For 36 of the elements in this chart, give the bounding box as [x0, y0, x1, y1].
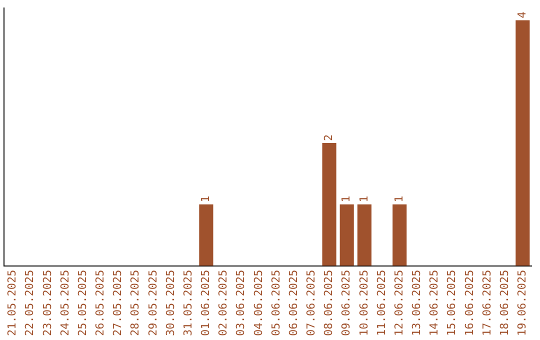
data-label: 4: [516, 11, 529, 18]
x-tick-label: 04.06.2025: [252, 270, 265, 336]
x-tick-label: 05.06.2025: [269, 270, 282, 336]
x-tick-label: 25.05.2025: [76, 270, 89, 336]
x-tick-label: 18.06.2025: [498, 270, 511, 336]
x-tick-label: 27.05.2025: [111, 270, 124, 336]
x-tick-label: 19.06.2025: [516, 270, 529, 336]
x-tick-label: 10.06.2025: [357, 270, 370, 336]
data-label: 1: [392, 196, 406, 202]
x-tick-label: 30.05.2025: [164, 270, 177, 336]
x-tick-label: 06.06.2025: [286, 270, 300, 336]
x-tick-label: 23.05.2025: [40, 270, 54, 336]
x-tick-label: 13.06.2025: [410, 270, 424, 336]
x-tick-label: 14.06.2025: [428, 270, 441, 336]
x-tick-label: 31.05.2025: [181, 270, 194, 336]
x-tick-label: 12.06.2025: [392, 270, 406, 336]
x-tick-label: 02.06.2025: [216, 270, 230, 336]
data-label: 1: [357, 196, 370, 202]
x-tick-label: 28.05.2025: [128, 270, 142, 336]
data-label: 1: [340, 196, 353, 202]
x-tick-label: 16.06.2025: [462, 270, 476, 336]
x-tick-label: 29.05.2025: [146, 270, 160, 336]
x-tick-label: 24.05.2025: [58, 270, 72, 336]
x-tick-label: 15.06.2025: [445, 270, 458, 336]
x-tick-label: 11.06.2025: [374, 270, 388, 336]
x-tick-label: 03.06.2025: [234, 270, 248, 336]
x-tick-label: 07.06.2025: [304, 270, 318, 336]
x-tick-label: 22.05.2025: [23, 270, 36, 336]
x-tick-label: 09.06.2025: [340, 270, 353, 336]
x-tick-label: 26.05.2025: [94, 270, 107, 336]
x-tick-label: 01.06.2025: [199, 270, 212, 336]
data-label: 1: [199, 196, 212, 202]
x-tick-label: 21.05.2025: [6, 270, 19, 336]
data-label: 2: [322, 134, 336, 142]
x-tick-label: 08.06.2025: [322, 270, 336, 336]
x-tick-label: 17.06.2025: [480, 270, 494, 336]
